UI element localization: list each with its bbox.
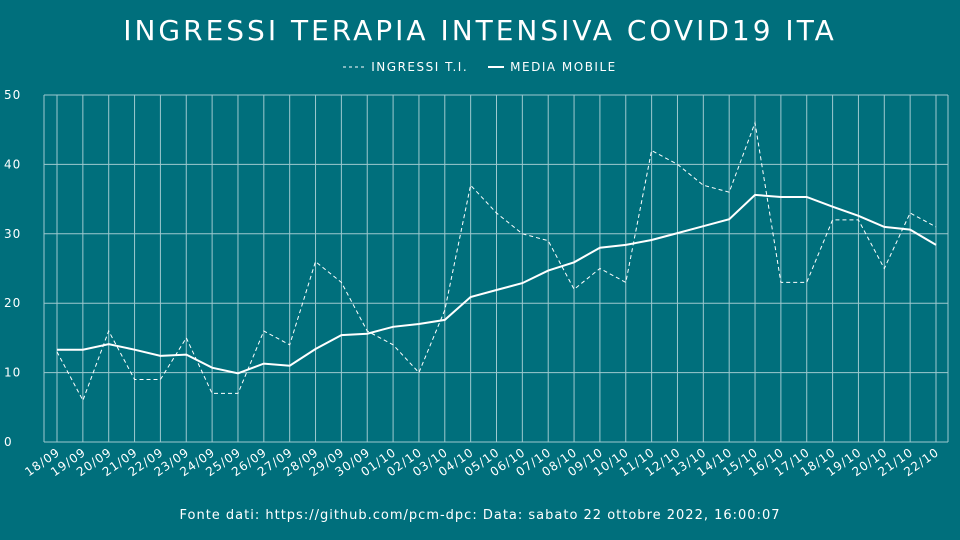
data-point-media-mobile	[211, 367, 213, 369]
data-point-media-mobile	[522, 282, 524, 284]
data-point-media-mobile	[470, 296, 472, 298]
data-point-ingressi	[547, 240, 549, 242]
data-point-ingressi	[573, 289, 575, 291]
data-point-ingressi	[832, 219, 834, 221]
data-point-media-mobile	[909, 229, 911, 231]
data-point-media-mobile	[56, 349, 58, 351]
data-point-ingressi	[728, 191, 730, 193]
data-point-media-mobile	[289, 365, 291, 367]
data-point-ingressi	[211, 393, 213, 395]
data-point-media-mobile	[883, 226, 885, 228]
data-point-ingressi	[237, 393, 239, 395]
data-point-media-mobile	[392, 326, 394, 328]
data-point-media-mobile	[444, 319, 446, 321]
data-point-media-mobile	[418, 323, 420, 325]
data-point-ingressi	[599, 268, 601, 270]
y-tick-label: 40	[4, 157, 21, 171]
data-point-ingressi	[909, 212, 911, 214]
data-point-media-mobile	[185, 354, 187, 356]
data-point-media-mobile	[651, 239, 653, 241]
data-point-ingressi	[806, 282, 808, 284]
data-point-ingressi	[289, 344, 291, 346]
data-point-media-mobile	[134, 349, 136, 351]
y-tick-label: 30	[4, 227, 21, 241]
y-tick-label: 10	[4, 366, 21, 380]
data-point-ingressi	[780, 282, 782, 284]
data-point-ingressi	[315, 261, 317, 263]
chart-title: INGRESSI TERAPIA INTENSIVA COVID19 ITA	[123, 14, 837, 47]
data-point-media-mobile	[263, 363, 265, 365]
legend-item-ingressi: INGRESSI T.I.	[343, 60, 468, 74]
data-point-ingressi	[444, 309, 446, 311]
data-point-media-mobile	[625, 244, 627, 246]
series-line-media-mobile	[57, 193, 937, 375]
data-point-media-mobile	[315, 348, 317, 350]
y-axis-ticks: 0 10 20 30 40 50	[4, 88, 21, 449]
data-point-ingressi	[522, 233, 524, 235]
y-tick-label: 50	[4, 88, 21, 102]
data-point-ingressi	[625, 282, 627, 284]
legend-label-media-mobile: MEDIA MOBILE	[510, 60, 617, 74]
x-axis-ticks: 18/0919/0920/0921/0922/0923/0924/0925/09…	[22, 445, 941, 479]
data-point-media-mobile	[160, 355, 162, 357]
data-point-media-mobile	[858, 215, 860, 217]
data-point-media-mobile	[547, 270, 549, 272]
data-point-ingressi	[134, 379, 136, 381]
data-point-ingressi	[185, 337, 187, 339]
data-point-ingressi	[392, 344, 394, 346]
data-point-media-mobile	[754, 194, 756, 196]
data-point-media-mobile	[82, 349, 84, 351]
data-point-ingressi	[496, 212, 498, 214]
data-point-ingressi	[677, 164, 679, 166]
data-point-media-mobile	[728, 218, 730, 220]
data-point-ingressi	[470, 184, 472, 186]
data-point-media-mobile	[780, 196, 782, 198]
data-point-ingressi	[651, 150, 653, 152]
legend-item-media-mobile: MEDIA MOBILE	[488, 60, 617, 74]
data-point-ingressi	[82, 400, 84, 402]
data-point-ingressi	[858, 219, 860, 221]
data-point-media-mobile	[573, 261, 575, 263]
data-point-ingressi	[418, 372, 420, 374]
y-tick-label: 20	[4, 296, 21, 310]
data-point-media-mobile	[366, 333, 368, 335]
legend-label-ingressi: INGRESSI T.I.	[371, 60, 469, 74]
data-point-media-mobile	[496, 289, 498, 291]
dashed-line-swatch-icon	[343, 66, 366, 68]
data-point-ingressi	[754, 122, 756, 124]
data-point-ingressi	[108, 330, 110, 332]
data-point-media-mobile	[599, 247, 601, 249]
legend: INGRESSI T.I. MEDIA MOBILE	[0, 60, 960, 74]
data-point-media-mobile	[935, 244, 937, 246]
data-point-ingressi	[160, 379, 162, 381]
data-point-ingressi	[883, 268, 885, 270]
data-point-media-mobile	[677, 232, 679, 234]
data-point-ingressi	[366, 330, 368, 332]
source-note: Fonte dati: https://github.com/pcm-dpc: …	[179, 508, 781, 523]
data-point-media-mobile	[108, 343, 110, 345]
data-point-media-mobile	[806, 196, 808, 198]
series-line-ingressi	[56, 120, 937, 402]
data-point-ingressi	[263, 330, 265, 332]
grid	[43, 94, 949, 443]
data-point-media-mobile	[703, 225, 705, 227]
data-point-ingressi	[935, 226, 937, 228]
y-tick-label: 0	[4, 435, 13, 449]
data-point-media-mobile	[832, 206, 834, 208]
solid-line-swatch-icon	[488, 66, 505, 68]
data-point-ingressi	[703, 184, 705, 186]
data-point-ingressi	[56, 351, 58, 353]
data-point-ingressi	[341, 282, 343, 284]
data-point-media-mobile	[341, 334, 343, 336]
data-point-media-mobile	[237, 372, 239, 374]
